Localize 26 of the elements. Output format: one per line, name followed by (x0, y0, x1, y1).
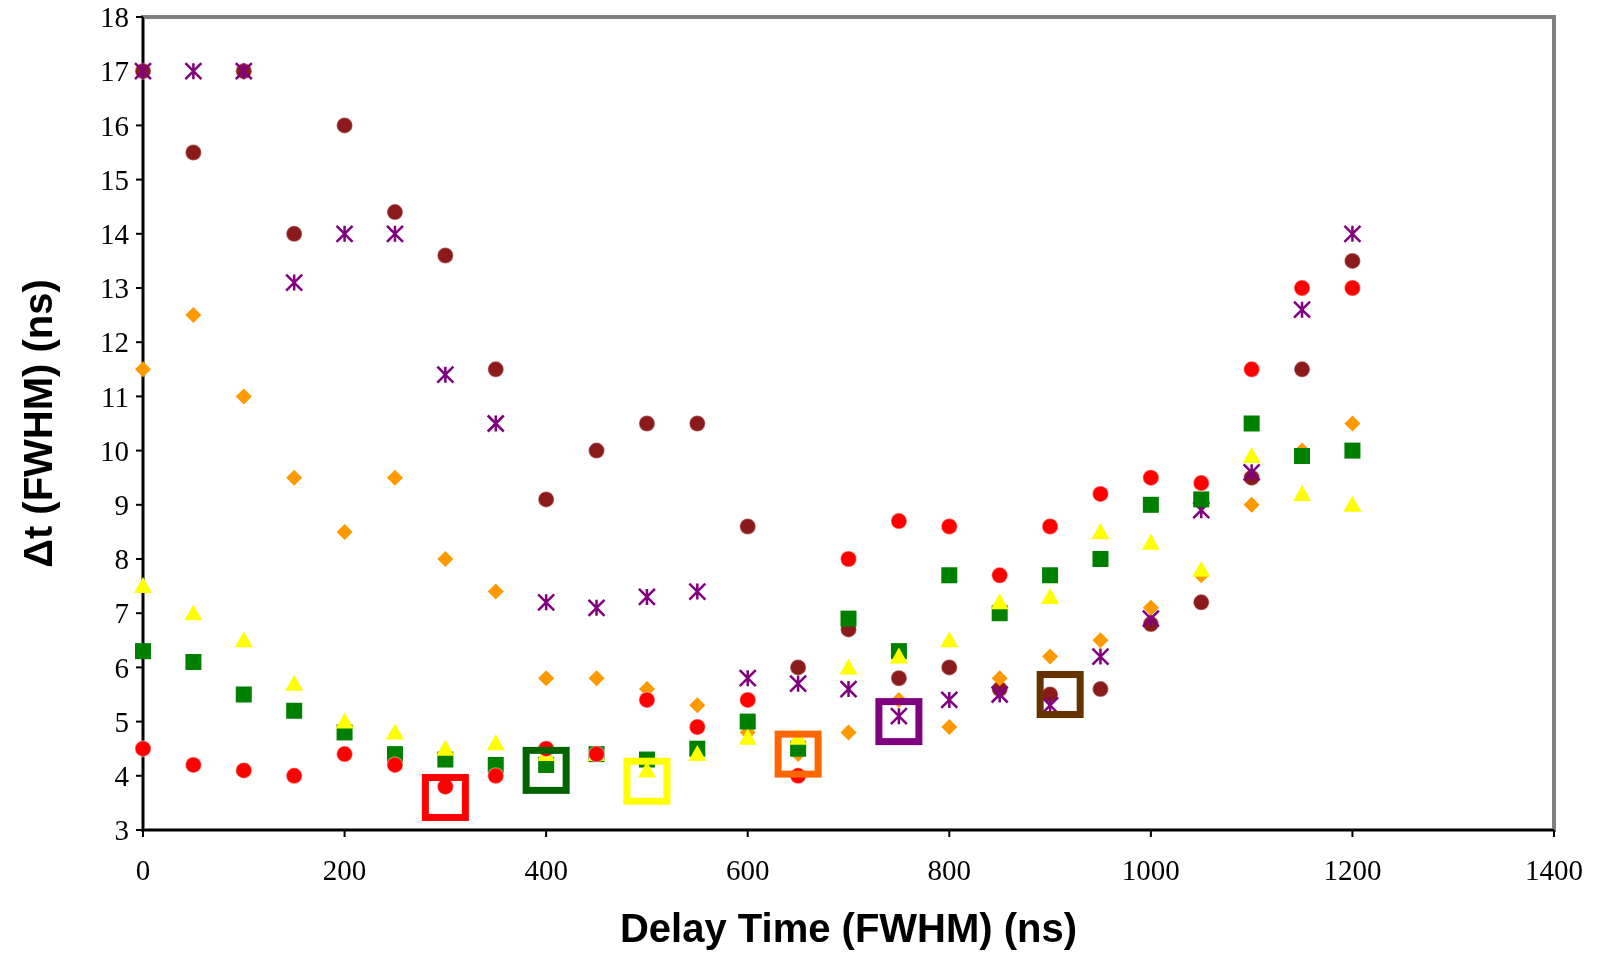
x-tick-label: 1400 (1525, 854, 1583, 886)
y-tick-label: 14 (100, 217, 130, 250)
y-tick-label: 4 (114, 759, 130, 792)
y-tick-label: 7 (114, 597, 129, 630)
x-tick-label: 0 (135, 854, 151, 886)
x-tick-label: 600 (725, 854, 770, 886)
y-tick-label: 5 (114, 705, 129, 738)
y-axis-title: Δt (FWHM) (ns) (16, 279, 60, 568)
y-tick-label: 11 (101, 380, 129, 413)
x-tick-label: 1200 (1323, 854, 1382, 886)
x-tick-label: 200 (322, 854, 367, 886)
x-axis-title: Delay Time (FWHM) (ns) (619, 906, 1078, 950)
y-tick-label: 8 (114, 543, 129, 576)
y-tick-label: 10 (100, 434, 129, 467)
x-tick-label: 1000 (1121, 854, 1180, 886)
y-tick-label: 17 (100, 55, 129, 88)
y-tick-label: 16 (100, 109, 129, 142)
x-tick-label: 400 (524, 854, 568, 886)
y-tick-label: 3 (114, 814, 129, 847)
y-tick-label: 15 (100, 163, 129, 196)
y-tick-label: 18 (100, 1, 129, 34)
x-tick-label: 800 (927, 854, 972, 886)
y-tick-label: 13 (100, 272, 129, 305)
y-tick-label: 9 (114, 488, 129, 521)
y-tick-label: 6 (114, 651, 129, 684)
y-tick-label: 12 (100, 326, 129, 359)
